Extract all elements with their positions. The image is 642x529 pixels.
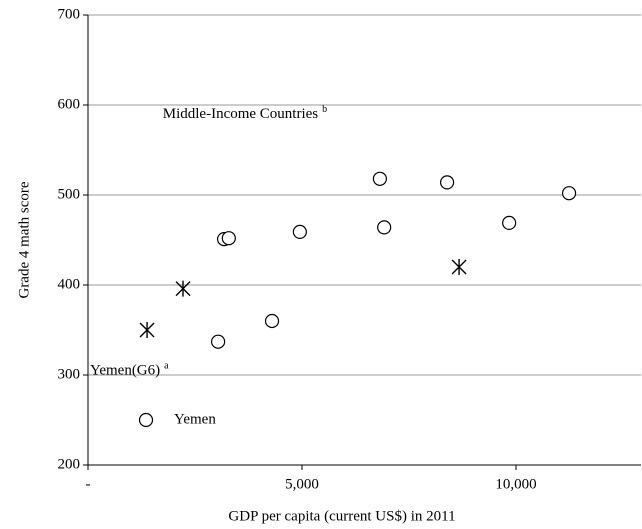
legend-label: Yemen (174, 411, 216, 427)
y-tick-label: 700 (58, 6, 81, 22)
annotation-sup: a (164, 361, 169, 372)
annotation-text: Middle-Income Countries (163, 106, 319, 122)
point (221, 231, 236, 246)
point (211, 334, 226, 349)
y-tick-label: 400 (58, 276, 81, 292)
y-tick-label: 300 (58, 366, 81, 382)
y-tick-label: 500 (58, 186, 81, 202)
point (139, 322, 155, 338)
x-tick-label: 10,000 (495, 476, 536, 492)
annotation: Middle-Income Countries b (163, 104, 327, 122)
point (439, 175, 455, 190)
legend-marker (138, 412, 154, 428)
y-tick-label: 200 (58, 456, 81, 472)
x-axis-label: GDP per capita (current US$) in 2011 (228, 508, 455, 524)
point (451, 259, 467, 275)
y-axis-label: Grade 4 math score (16, 181, 32, 298)
x-tick-label: 5,000 (285, 476, 319, 492)
point (561, 186, 577, 201)
point (264, 313, 280, 329)
point (502, 215, 517, 230)
point (292, 224, 307, 239)
annotation: Yemen(G6) a (90, 361, 169, 379)
point (372, 171, 387, 186)
point (377, 220, 392, 235)
x-tick-label: - (86, 476, 91, 492)
y-tick-label: 600 (58, 96, 81, 112)
point (175, 280, 191, 297)
annotation-text: Yemen(G6) (90, 363, 160, 379)
annotation-sup: b (322, 104, 327, 115)
